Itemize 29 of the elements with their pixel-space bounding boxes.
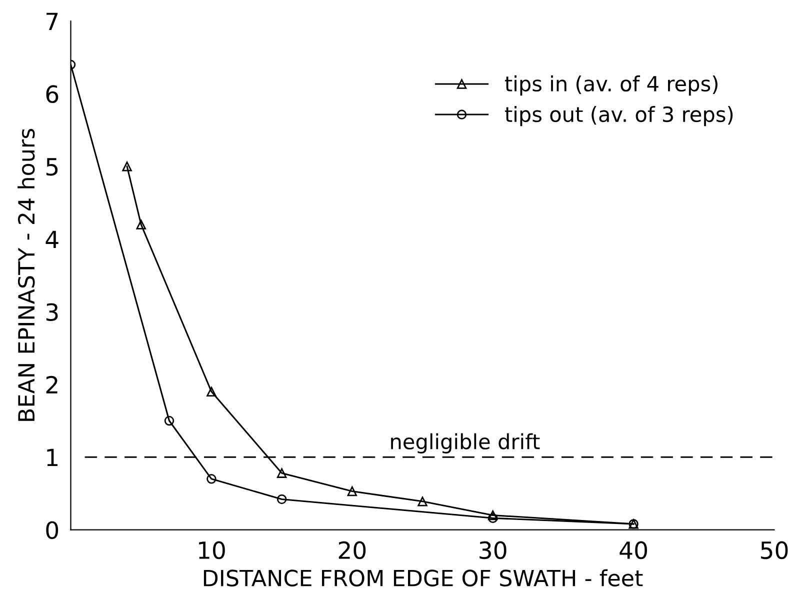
y-tick-label: 1 xyxy=(47,448,58,466)
y-tick-label: 2 xyxy=(46,376,58,394)
x-axis-title: DISTANCE FROM EDGE OF SWATH - feet xyxy=(204,569,643,586)
point xyxy=(418,496,428,506)
legend-label: tips in (av. of 4 reps) xyxy=(505,75,718,96)
point xyxy=(164,416,174,426)
y-tick-label: 5 xyxy=(46,158,58,176)
point xyxy=(122,162,132,172)
x-tick-label: 20 xyxy=(338,541,366,560)
x-tick-label: 50 xyxy=(761,541,788,560)
ref-line-label: negligible drift xyxy=(391,433,540,454)
point xyxy=(206,474,216,484)
y-tick-label: 6 xyxy=(46,85,58,104)
point xyxy=(347,486,358,496)
point xyxy=(488,510,498,520)
point xyxy=(136,220,146,230)
point xyxy=(488,513,498,523)
x-tick-label: 30 xyxy=(480,541,506,560)
point xyxy=(206,386,216,397)
y-axis-title: BEAN EPINASTY - 24 hours xyxy=(18,128,35,421)
y-tick-label: 3 xyxy=(46,303,58,322)
point xyxy=(276,494,287,504)
y-tick-label: 7 xyxy=(46,12,58,30)
legend-label: tips out (av. of 3 reps) xyxy=(505,106,733,126)
x-tick-label: 40 xyxy=(620,541,648,560)
y-tick-label: 4 xyxy=(46,230,58,248)
x-tick-label: 10 xyxy=(199,541,225,560)
y-tick-label: 0 xyxy=(46,521,58,540)
point xyxy=(276,468,287,478)
